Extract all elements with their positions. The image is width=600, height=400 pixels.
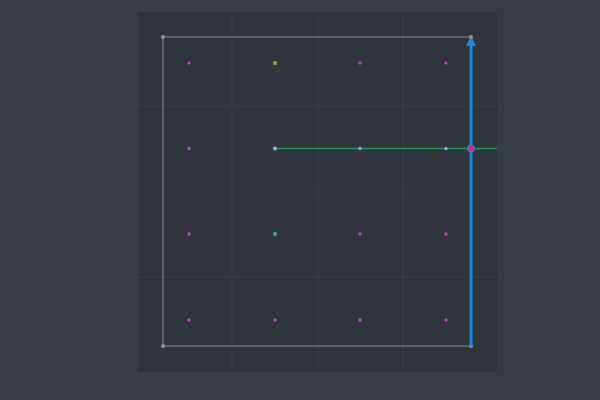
corner-handle-top-left[interactable]: [161, 35, 165, 39]
grid-point[interactable]: [273, 318, 277, 322]
grid-point[interactable]: [187, 146, 191, 151]
grid-point[interactable]: [444, 61, 448, 65]
grid-point[interactable]: [187, 232, 191, 236]
grid-lines: [138, 12, 497, 372]
grid-point[interactable]: [187, 61, 191, 65]
guide-line-point[interactable]: [358, 146, 362, 151]
arrow-up-icon[interactable]: [466, 36, 476, 46]
vertical-axis-arrow[interactable]: [466, 35, 476, 346]
grid-point[interactable]: [187, 318, 191, 322]
grid-point[interactable]: [358, 318, 362, 322]
grid-point[interactable]: [358, 61, 362, 65]
arrow-top-handle[interactable]: [469, 35, 473, 39]
corner-handle-bottom-left[interactable]: [161, 344, 165, 348]
guide-line-point[interactable]: [444, 146, 448, 151]
grid-point[interactable]: [444, 318, 448, 322]
guide-line-start-point[interactable]: [273, 146, 277, 151]
grid-point-highlight[interactable]: [273, 61, 277, 65]
grid-point-highlight[interactable]: [273, 232, 277, 236]
point-grid: [187, 61, 448, 322]
grid-point[interactable]: [444, 232, 448, 236]
grid-point[interactable]: [358, 232, 362, 236]
selected-point-marker[interactable]: [466, 144, 476, 153]
